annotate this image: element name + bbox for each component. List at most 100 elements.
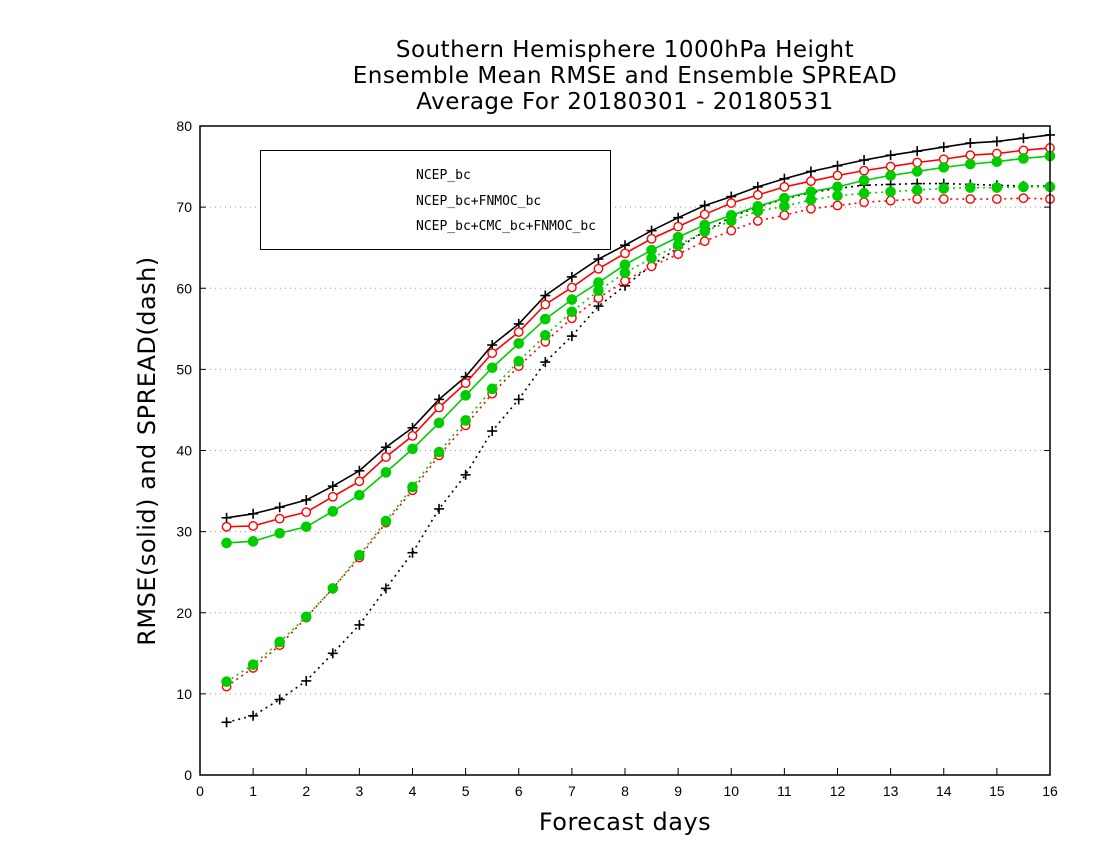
spread-point-ncep-bc-cmc-bc-fnmoc-bc xyxy=(965,182,976,193)
x-axis-label: Forecast days xyxy=(538,808,712,836)
rmse-point-ncep-bc xyxy=(885,150,896,161)
spread-point-ncep-bc-cmc-bc-fnmoc-bc xyxy=(380,515,392,527)
spread-line-ncep-bc xyxy=(226,182,1050,724)
rmse-point-ncep-bc-cmc-bc-fnmoc-bc xyxy=(407,443,418,455)
rmse-point-ncep-bc xyxy=(327,481,338,492)
spread-point-ncep-bc-cmc-bc-fnmoc-bc xyxy=(832,190,843,202)
rmse-point-ncep-bc-cmc-bc-fnmoc-bc xyxy=(885,170,896,181)
x-tick-label-2: 2 xyxy=(302,783,310,799)
x-tick-label-12: 12 xyxy=(830,783,846,799)
rmse-point-ncep-bc xyxy=(593,254,604,265)
spread-point-ncep-bc-fnmoc-bc xyxy=(752,216,763,226)
rmse-point-ncep-bc-cmc-bc-fnmoc-bc xyxy=(433,417,445,429)
rmse-point-ncep-bc-cmc-bc-fnmoc-bc xyxy=(672,231,684,243)
rmse-point-ncep-bc-cmc-bc-fnmoc-bc xyxy=(938,162,950,173)
rmse-point-ncep-bc-fnmoc-bc xyxy=(274,513,285,524)
rmse-point-ncep-bc xyxy=(938,142,949,153)
spread-point-ncep-bc-fnmoc-bc xyxy=(965,194,976,204)
rmse-point-ncep-bc-fnmoc-bc xyxy=(327,491,338,502)
spread-point-ncep-bc-fnmoc-bc xyxy=(912,194,923,204)
rmse-point-ncep-bc-fnmoc-bc xyxy=(487,348,498,359)
spread-point-ncep-bc-cmc-bc-fnmoc-bc xyxy=(885,186,896,198)
spread-point-ncep-bc-fnmoc-bc xyxy=(699,236,710,247)
rmse-point-ncep-bc-fnmoc-bc xyxy=(752,190,763,200)
x-tick-label-10: 10 xyxy=(723,783,739,799)
rmse-point-ncep-bc xyxy=(540,290,551,301)
rmse-point-ncep-bc-cmc-bc-fnmoc-bc xyxy=(327,506,339,517)
rmse-point-ncep-bc-cmc-bc-fnmoc-bc xyxy=(247,536,259,547)
rmse-point-ncep-bc-fnmoc-bc xyxy=(885,161,896,172)
rmse-point-ncep-bc-cmc-bc-fnmoc-bc xyxy=(725,209,737,221)
x-tick-label-6: 6 xyxy=(515,783,523,799)
rmse-point-ncep-bc-fnmoc-bc xyxy=(726,198,737,208)
rmse-point-ncep-bc-cmc-bc-fnmoc-bc xyxy=(486,362,498,374)
x-tick-label-11: 11 xyxy=(777,783,792,799)
spread-point-ncep-bc-fnmoc-bc xyxy=(938,194,949,204)
rmse-point-ncep-bc-cmc-bc-fnmoc-bc xyxy=(991,156,1003,167)
rmse-point-ncep-bc-cmc-bc-fnmoc-bc xyxy=(805,186,817,198)
spread-point-ncep-bc-cmc-bc-fnmoc-bc xyxy=(566,306,578,318)
spread-point-ncep-bc-fnmoc-bc xyxy=(806,203,816,214)
spread-point-ncep-bc-cmc-bc-fnmoc-bc xyxy=(354,549,365,561)
spread-point-ncep-bc-cmc-bc-fnmoc-bc xyxy=(433,446,445,458)
spread-point-ncep-bc-cmc-bc-fnmoc-bc xyxy=(1018,181,1029,193)
chart-title-line-2: Ensemble Mean RMSE and Ensemble SPREAD xyxy=(352,63,898,89)
y-tick-label-20: 20 xyxy=(176,605,192,621)
rmse-point-ncep-bc-fnmoc-bc xyxy=(699,209,710,220)
rmse-point-ncep-bc xyxy=(699,200,710,211)
x-tick-label-5: 5 xyxy=(462,783,470,799)
rmse-point-ncep-bc-cmc-bc-fnmoc-bc xyxy=(619,259,631,271)
x-tick-label-13: 13 xyxy=(883,783,899,799)
series-layer xyxy=(221,129,1056,728)
spread-point-ncep-bc-cmc-bc-fnmoc-bc xyxy=(300,611,312,623)
rmse-point-ncep-bc xyxy=(566,271,577,282)
y-tick-label-10: 10 xyxy=(176,686,192,702)
rmse-point-ncep-bc-fnmoc-bc xyxy=(806,176,816,187)
rmse-point-ncep-bc xyxy=(859,155,870,166)
spread-point-ncep-bc-cmc-bc-fnmoc-bc xyxy=(911,184,923,196)
spread-point-ncep-bc-cmc-bc-fnmoc-bc xyxy=(460,415,471,426)
rmse-point-ncep-bc xyxy=(301,494,312,505)
chart-title-line-1: Southern Hemisphere 1000hPa Height xyxy=(395,37,855,63)
rmse-point-ncep-bc xyxy=(354,465,365,476)
spread-point-ncep-bc-cmc-bc-fnmoc-bc xyxy=(221,676,232,688)
rmse-point-ncep-bc xyxy=(805,166,816,177)
rmse-point-ncep-bc-cmc-bc-fnmoc-bc xyxy=(832,181,843,193)
spread-point-ncep-bc-cmc-bc-fnmoc-bc xyxy=(991,182,1003,193)
legend-label-ncep-bc: NCEP_bc xyxy=(416,168,471,183)
spread-point-ncep-bc xyxy=(380,583,391,594)
spread-point-ncep-bc-cmc-bc-fnmoc-bc xyxy=(274,636,285,648)
y-tick-label-60: 60 xyxy=(176,280,192,296)
spread-point-ncep-bc xyxy=(274,694,285,705)
x-tick-label-7: 7 xyxy=(568,783,576,799)
rmse-point-ncep-bc-cmc-bc-fnmoc-bc xyxy=(858,175,870,186)
spread-line-ncep-bc-cmc-bc-fnmoc-bc xyxy=(226,186,1050,683)
spread-point-ncep-bc-fnmoc-bc xyxy=(673,249,684,260)
rmse-point-ncep-bc-cmc-bc-fnmoc-bc xyxy=(566,294,578,305)
rmse-point-ncep-bc-cmc-bc-fnmoc-bc xyxy=(460,390,471,401)
chart-title-line-3: Average For 20180301 - 20180531 xyxy=(416,89,834,115)
spread-point-ncep-bc-cmc-bc-fnmoc-bc xyxy=(513,355,525,367)
spread-point-ncep-bc-fnmoc-bc xyxy=(726,225,737,236)
x-tick-label-8: 8 xyxy=(621,783,629,799)
spread-point-ncep-bc xyxy=(354,619,365,630)
rmse-point-ncep-bc-fnmoc-bc xyxy=(859,165,869,176)
rmse-point-ncep-bc-fnmoc-bc xyxy=(301,507,312,518)
x-tick-label-15: 15 xyxy=(989,783,1005,799)
spread-point-ncep-bc xyxy=(248,710,259,721)
rmse-point-ncep-bc xyxy=(221,512,232,523)
y-tick-label-40: 40 xyxy=(176,443,192,459)
y-tick-label-70: 70 xyxy=(176,199,192,215)
rmse-point-ncep-bc-fnmoc-bc xyxy=(407,430,418,441)
rmse-point-ncep-bc xyxy=(248,508,259,519)
rmse-point-ncep-bc xyxy=(673,212,684,223)
rmse-point-ncep-bc xyxy=(832,160,843,171)
x-tick-label-16: 16 xyxy=(1042,783,1058,799)
series-ncep-bc xyxy=(221,129,1055,728)
y-tick-label-0: 0 xyxy=(184,767,192,783)
rmse-point-ncep-bc-cmc-bc-fnmoc-bc xyxy=(513,338,525,349)
series-ncep-bc-cmc-bc-fnmoc-bc xyxy=(221,150,1056,688)
x-tick-label-9: 9 xyxy=(674,783,682,799)
spread-line-ncep-bc-fnmoc-bc xyxy=(226,197,1051,688)
